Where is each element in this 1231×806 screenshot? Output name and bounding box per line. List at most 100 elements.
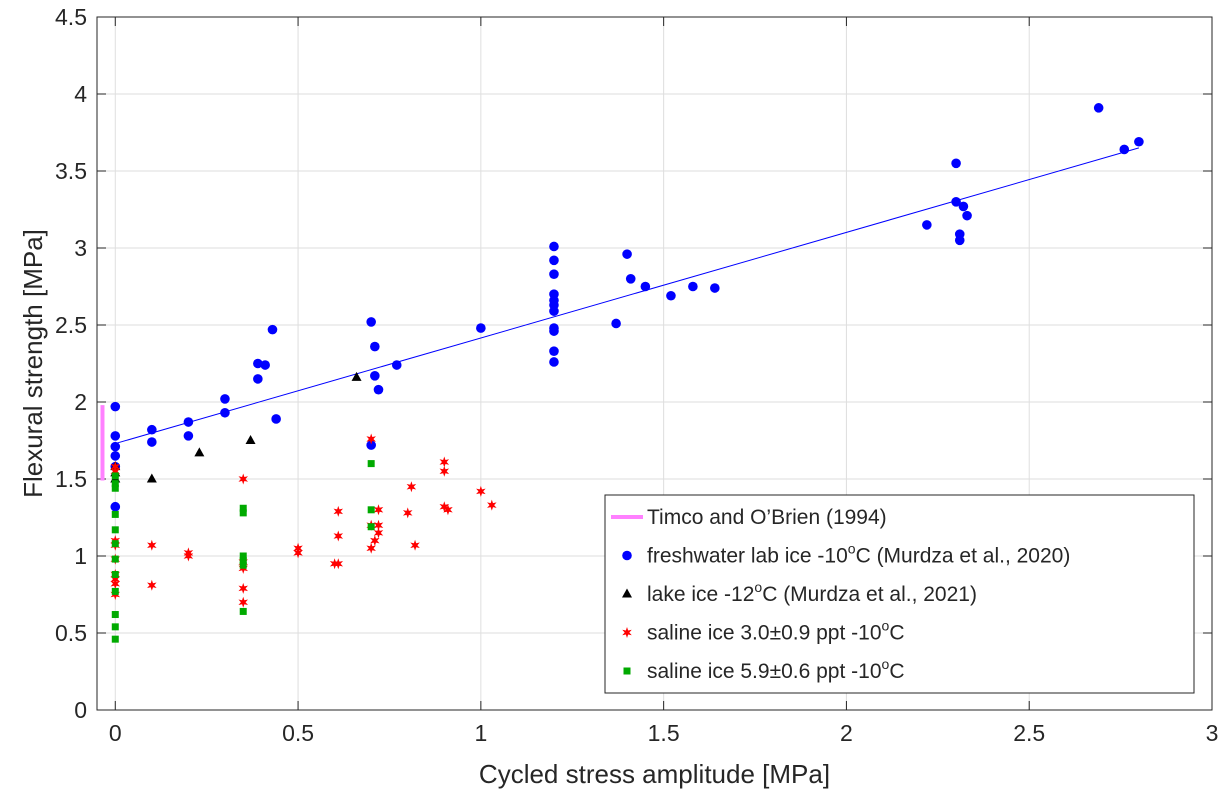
data-layer bbox=[100, 103, 1144, 643]
saline30-point bbox=[487, 499, 497, 511]
x-tick-label: 0 bbox=[109, 720, 122, 746]
saline30-point bbox=[370, 535, 380, 547]
saline30-point bbox=[110, 465, 121, 477]
saline59-point bbox=[111, 510, 119, 518]
saline59-point bbox=[239, 557, 247, 565]
saline59-point bbox=[239, 607, 247, 615]
freshwater-point bbox=[271, 414, 281, 424]
freshwater-point bbox=[183, 431, 194, 441]
lake-point bbox=[194, 447, 205, 457]
freshwater-point bbox=[962, 210, 972, 221]
freshwater-point bbox=[110, 501, 121, 512]
saline59-point bbox=[111, 635, 119, 643]
saline59-point bbox=[111, 587, 119, 595]
saline30-point bbox=[238, 582, 248, 594]
legend-label-timco: Timco and O’Brien (1994) bbox=[647, 506, 887, 529]
saline30-point bbox=[373, 519, 384, 531]
y-tick-label: 4.5 bbox=[55, 4, 87, 30]
freshwater-point bbox=[549, 306, 559, 316]
saline30-point bbox=[439, 501, 450, 513]
legend-label-saline59: saline ice 5.9±0.6 ppt -10oC bbox=[647, 656, 904, 683]
saline30-point bbox=[333, 558, 344, 570]
freshwater-point bbox=[549, 269, 559, 279]
saline59-point bbox=[111, 555, 119, 563]
freshwater-point bbox=[267, 324, 278, 335]
tick-labels: 0 0.5 1 1.5 2 2.5 3 0 0.5 1 1.5 2 2.5 3 3.5 4 4.5 bbox=[55, 4, 1218, 746]
lake-point bbox=[351, 371, 362, 381]
y-tick-label: 0 bbox=[74, 697, 87, 723]
freshwater-point bbox=[391, 360, 402, 370]
freshwater-point bbox=[1119, 144, 1130, 155]
saline30-point bbox=[439, 456, 450, 468]
freshwater-point bbox=[110, 451, 121, 461]
saline30-point bbox=[373, 504, 384, 516]
x-tick-label: 3 bbox=[1206, 720, 1219, 746]
x-tick-label: 1 bbox=[474, 720, 487, 746]
saline30-point bbox=[147, 539, 157, 551]
legend-label-freshwater: freshwater lab ice -10oC (Murdza et al.,… bbox=[647, 541, 1070, 568]
saline59-point bbox=[239, 561, 247, 569]
freshwater-point bbox=[549, 346, 559, 356]
saline59-series bbox=[111, 460, 375, 643]
y-tick-label: 2.5 bbox=[55, 312, 87, 338]
freshwater-point bbox=[370, 341, 380, 352]
freshwater-point bbox=[183, 417, 194, 427]
x-tick-label: 2 bbox=[840, 720, 853, 746]
saline30-point bbox=[439, 465, 450, 477]
lake-point bbox=[245, 435, 256, 444]
plot-frame bbox=[96, 16, 1213, 711]
freshwater-point bbox=[549, 241, 559, 252]
saline30-point bbox=[410, 539, 420, 551]
x-axis-title: Cycled stress amplitude [MPa] bbox=[479, 759, 830, 789]
freshwater-point bbox=[370, 371, 380, 381]
saline30-point bbox=[333, 505, 344, 517]
freshwater-point bbox=[110, 401, 121, 412]
saline59-point bbox=[367, 506, 375, 514]
freshwater-point bbox=[147, 424, 157, 435]
saline30-point bbox=[293, 547, 303, 559]
saline59-point bbox=[111, 623, 119, 631]
freshwater-point bbox=[110, 431, 121, 441]
saline59-point bbox=[111, 540, 119, 548]
saline30-point bbox=[110, 578, 121, 590]
saline30-point bbox=[443, 504, 453, 516]
y-tick-label: 1.5 bbox=[55, 466, 87, 492]
freshwater-series bbox=[110, 103, 1144, 512]
freshwater-point bbox=[253, 374, 263, 384]
x-tick-label: 2.5 bbox=[1013, 720, 1045, 746]
saline30-point bbox=[333, 530, 344, 542]
legend-box bbox=[604, 494, 1195, 694]
saline30-point bbox=[406, 481, 417, 493]
freshwater-point bbox=[951, 158, 961, 169]
legend-label-saline30: saline ice 3.0±0.9 ppt -10oC bbox=[647, 618, 904, 645]
freshwater-point bbox=[922, 220, 932, 230]
freshwater-point bbox=[220, 394, 230, 404]
freshwater-point bbox=[366, 440, 376, 450]
freshwater-point bbox=[260, 360, 270, 370]
legend-label-lake: lake ice -12oC (Murdza et al., 2021) bbox=[647, 579, 977, 606]
tick-marks bbox=[97, 16, 1213, 711]
freshwater-point bbox=[366, 317, 376, 327]
legend-marker-freshwater bbox=[622, 550, 632, 561]
freshwater-point bbox=[147, 437, 157, 447]
y-tick-label: 4 bbox=[74, 81, 87, 107]
saline30-point bbox=[329, 558, 340, 570]
saline59-point bbox=[111, 570, 119, 578]
saline30-point bbox=[373, 527, 384, 539]
saline59-point bbox=[367, 460, 375, 468]
y-axis-title: Flexural strength [MPa] bbox=[18, 229, 48, 498]
saline59-point bbox=[111, 526, 119, 534]
saline30-point bbox=[366, 542, 376, 554]
y-tick-label: 3 bbox=[74, 235, 87, 261]
saline30-point bbox=[238, 473, 248, 485]
saline30-point bbox=[476, 485, 486, 497]
freshwater-point bbox=[476, 323, 486, 333]
legend-marker-lake bbox=[622, 588, 632, 598]
freshwater-point bbox=[373, 384, 384, 395]
freshwater-point bbox=[951, 197, 961, 207]
freshwater-point bbox=[640, 281, 651, 292]
lake-point bbox=[146, 473, 157, 483]
freshwater-point bbox=[549, 255, 559, 266]
